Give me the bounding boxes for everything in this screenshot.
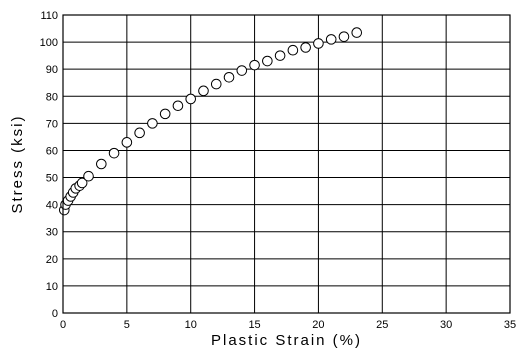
data-point: [83, 170, 94, 182]
data-point: [210, 78, 222, 90]
data-point: [249, 59, 260, 71]
data-point: [236, 65, 248, 76]
x-tick-label: 15: [248, 319, 260, 331]
x-tick-label: 30: [440, 319, 452, 331]
x-tick-label: 10: [185, 319, 197, 331]
y-axis-ticks: 0 10 20 30 40 50 60 70 80 90 100 110: [40, 10, 58, 320]
x-tick-label: 35: [504, 319, 516, 331]
data-point: [96, 158, 107, 170]
x-tick-label: 5: [124, 319, 130, 331]
data-point: [76, 177, 88, 189]
y-tick-label: 10: [46, 281, 58, 293]
y-tick-label: 20: [46, 254, 58, 266]
x-tick-label: 0: [60, 319, 66, 331]
y-tick-label: 50: [46, 173, 58, 185]
grid: [63, 15, 510, 313]
x-tick-label: 25: [376, 319, 388, 331]
plot-frame: [62, 14, 511, 314]
data-point: [147, 118, 158, 129]
x-tick-label: 20: [312, 319, 324, 331]
data-point: [198, 85, 209, 97]
data-points: [58, 27, 363, 216]
data-point: [300, 42, 311, 53]
data-point: [262, 55, 273, 67]
data-point: [223, 72, 235, 83]
y-tick-label: 80: [46, 91, 58, 103]
y-tick-label: 90: [46, 64, 58, 76]
y-tick-label: 110: [40, 10, 58, 22]
data-point: [338, 31, 350, 42]
data-point: [287, 44, 299, 56]
x-axis-label: Plastic Strain (%): [211, 332, 362, 349]
data-point: [108, 147, 120, 159]
x-axis-ticks: 0 5 10 15 20 25 30 35: [60, 319, 516, 331]
y-tick-label: 0: [52, 308, 58, 320]
y-tick-label: 60: [46, 145, 58, 157]
y-tick-label: 70: [46, 118, 58, 130]
data-point: [325, 34, 337, 45]
data-point: [159, 108, 171, 120]
data-point: [134, 127, 145, 139]
data-point: [313, 38, 324, 49]
y-tick-label: 100: [40, 37, 58, 49]
data-point: [274, 50, 286, 61]
data-point: [172, 100, 184, 112]
data-point: [185, 93, 197, 105]
y-axis-label: Stress (ksi): [9, 115, 26, 214]
y-tick-label: 30: [46, 227, 58, 239]
y-tick-label: 40: [46, 200, 58, 212]
data-point: [351, 27, 363, 38]
data-point: [121, 137, 133, 148]
